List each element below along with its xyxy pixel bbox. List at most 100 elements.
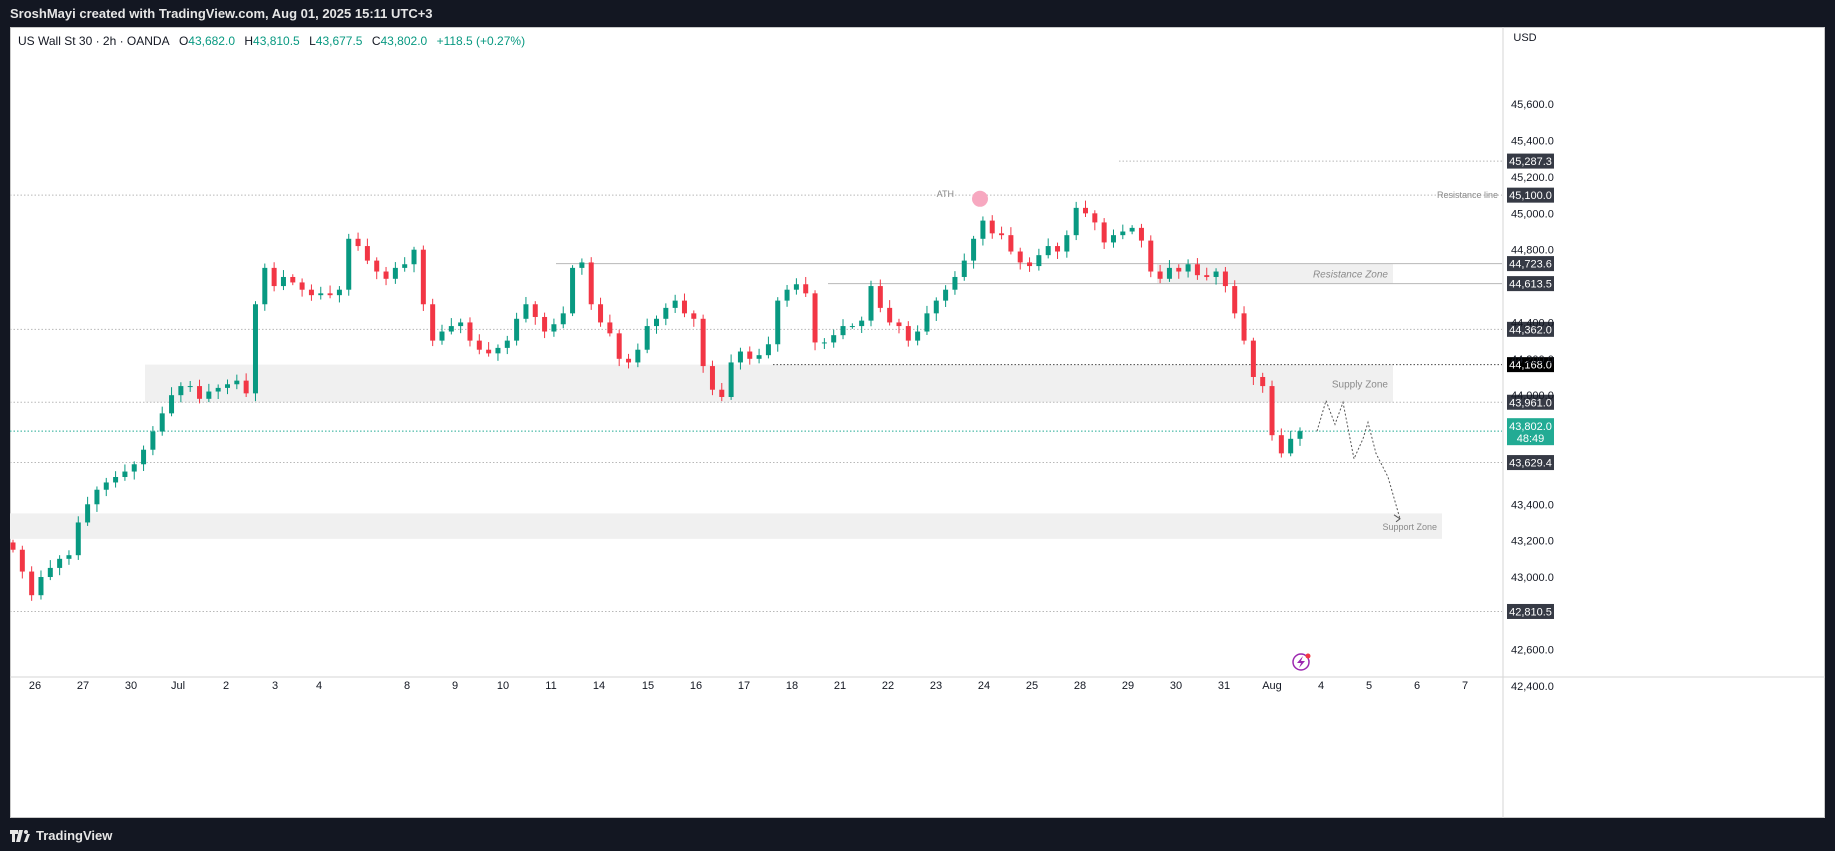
level-tag-text-3: 44,613.5 (1509, 279, 1552, 291)
ohlc-legend: US Wall St 30 · 2h · OANDA O43,682.0 H43… (18, 34, 525, 48)
x-tick-6: 4 (316, 680, 322, 692)
candle-body-23 (225, 384, 230, 388)
candle-body-16 (159, 413, 165, 432)
level-tag-8 (1507, 603, 1554, 619)
x-tick-29: 7 (1462, 680, 1468, 692)
open-value: 43,682.0 (188, 34, 235, 48)
x-tick-21: 28 (1074, 680, 1086, 692)
candle-body-42 (402, 264, 408, 268)
level-tag-1 (1507, 187, 1554, 203)
tradingview-brand: TradingView (36, 828, 113, 843)
candle-body-11 (113, 477, 119, 483)
y-tick-1: 45,400.0 (1511, 136, 1554, 148)
candle-body-125 (1176, 267, 1182, 272)
y-tick-8: 43,400.0 (1511, 499, 1554, 511)
candle-body-21 (206, 391, 212, 399)
y-tick-9: 43,200.0 (1511, 536, 1554, 548)
countdown-text: 48:49 (1517, 433, 1545, 445)
candle-body-121 (1138, 227, 1144, 241)
candle-body-63 (598, 304, 604, 323)
level-tag-7 (1507, 455, 1554, 471)
candle-body-71 (672, 300, 678, 308)
candle-body-138 (1297, 431, 1303, 439)
candle-body-40 (383, 271, 389, 279)
candle-body-24 (234, 380, 240, 385)
projection-layer (1316, 399, 1401, 523)
candle-body-54 (514, 318, 520, 341)
candle-body-7 (75, 522, 81, 556)
level-tag-3 (1507, 276, 1554, 292)
candle-body-95 (896, 322, 902, 327)
x-tick-5: 3 (272, 680, 278, 692)
candle-body-88 (831, 335, 837, 343)
x-tick-9: 10 (497, 680, 509, 692)
level-tag-text-0: 45,287.3 (1509, 156, 1552, 168)
x-tick-1: 27 (77, 680, 89, 692)
x-tick-25: Aug (1262, 680, 1282, 692)
attribution-text: SroshMayi created with TradingView.com, … (10, 6, 433, 21)
candle-body-108 (1017, 251, 1023, 263)
y-tick-10: 43,000.0 (1511, 572, 1554, 584)
y-tick-12: 42,400.0 (1511, 681, 1554, 693)
candle-body-53 (504, 340, 510, 348)
x-tick-7: 8 (404, 680, 410, 692)
candle-body-102 (961, 260, 967, 277)
attribution-bar: SroshMayi created with TradingView.com, … (0, 0, 1835, 27)
candle-body-123 (1157, 271, 1163, 279)
candle-body-73 (691, 313, 697, 319)
candle-body-13 (131, 464, 137, 472)
y-tick-2: 45,200.0 (1511, 172, 1554, 184)
level-tag-2 (1507, 256, 1554, 272)
candle-body-113 (1064, 235, 1070, 252)
candle-body-34 (327, 293, 333, 296)
candle-body-27 (262, 267, 268, 305)
price-axis[interactable]: 45,287.3 45,100.0 44,723.6 44,613.5 44,362.0… (1502, 27, 1554, 818)
candle-body-81 (765, 344, 771, 356)
notification-dot (1305, 653, 1311, 659)
footer-bar: TradingView (0, 821, 1835, 851)
candle-body-33 (318, 293, 324, 296)
candle-body-43 (411, 249, 417, 265)
candle-body-99 (933, 300, 939, 314)
x-tick-17: 22 (882, 680, 894, 692)
x-tick-11: 14 (593, 680, 605, 692)
candle-body-48 (458, 322, 464, 327)
open-label: O (178, 34, 189, 48)
close-value: 43,802.0 (380, 34, 428, 48)
x-tick-10: 11 (545, 680, 556, 692)
candle-body-64 (607, 322, 613, 334)
low-label: L (309, 34, 316, 48)
change-value: +118.5 (+0.27%) (436, 34, 526, 48)
chart-canvas[interactable]: Resistance Zone Supply Zone Support Zone R… (10, 27, 1825, 818)
candle-body-35 (336, 289, 342, 296)
candle-body-119 (1120, 231, 1126, 236)
x-tick-24: 31 (1218, 680, 1230, 692)
tradingview-logo[interactable]: TradingView (10, 821, 112, 851)
ath-label: ATH (937, 189, 954, 199)
candle-body-117 (1101, 222, 1107, 243)
x-tick-0: 26 (29, 680, 41, 692)
level-tag-text-4: 44,362.0 (1509, 324, 1552, 336)
candle-body-98 (924, 313, 930, 332)
candle-body-14 (141, 449, 147, 465)
candle-body-133 (1250, 340, 1256, 377)
candle-body-18 (178, 386, 184, 396)
candle-body-134 (1260, 376, 1266, 387)
candle-body-115 (1083, 207, 1088, 214)
candle-body-3 (38, 577, 44, 596)
candle-body-124 (1166, 267, 1172, 279)
candle-body-129 (1213, 271, 1219, 277)
time-axis[interactable]: 26 27 30 Jul 2 3 4 8 9 10 11 14 15 16 17 18 21 22 23 24 25 28… (10, 676, 1825, 692)
candle-body-106 (999, 233, 1005, 236)
zone-2 (10, 513, 1442, 539)
candle-body-38 (364, 246, 370, 261)
candle-body-128 (1204, 275, 1210, 277)
low-value: 43,677.5 (315, 34, 363, 48)
level-tag-6 (1507, 394, 1554, 410)
candle-body-29 (280, 276, 286, 287)
x-tick-26: 4 (1318, 680, 1324, 692)
x-tick-20: 25 (1026, 680, 1038, 692)
candle-body-36 (346, 238, 352, 290)
current-price-tag (1507, 418, 1554, 446)
close-label: C (371, 34, 381, 48)
